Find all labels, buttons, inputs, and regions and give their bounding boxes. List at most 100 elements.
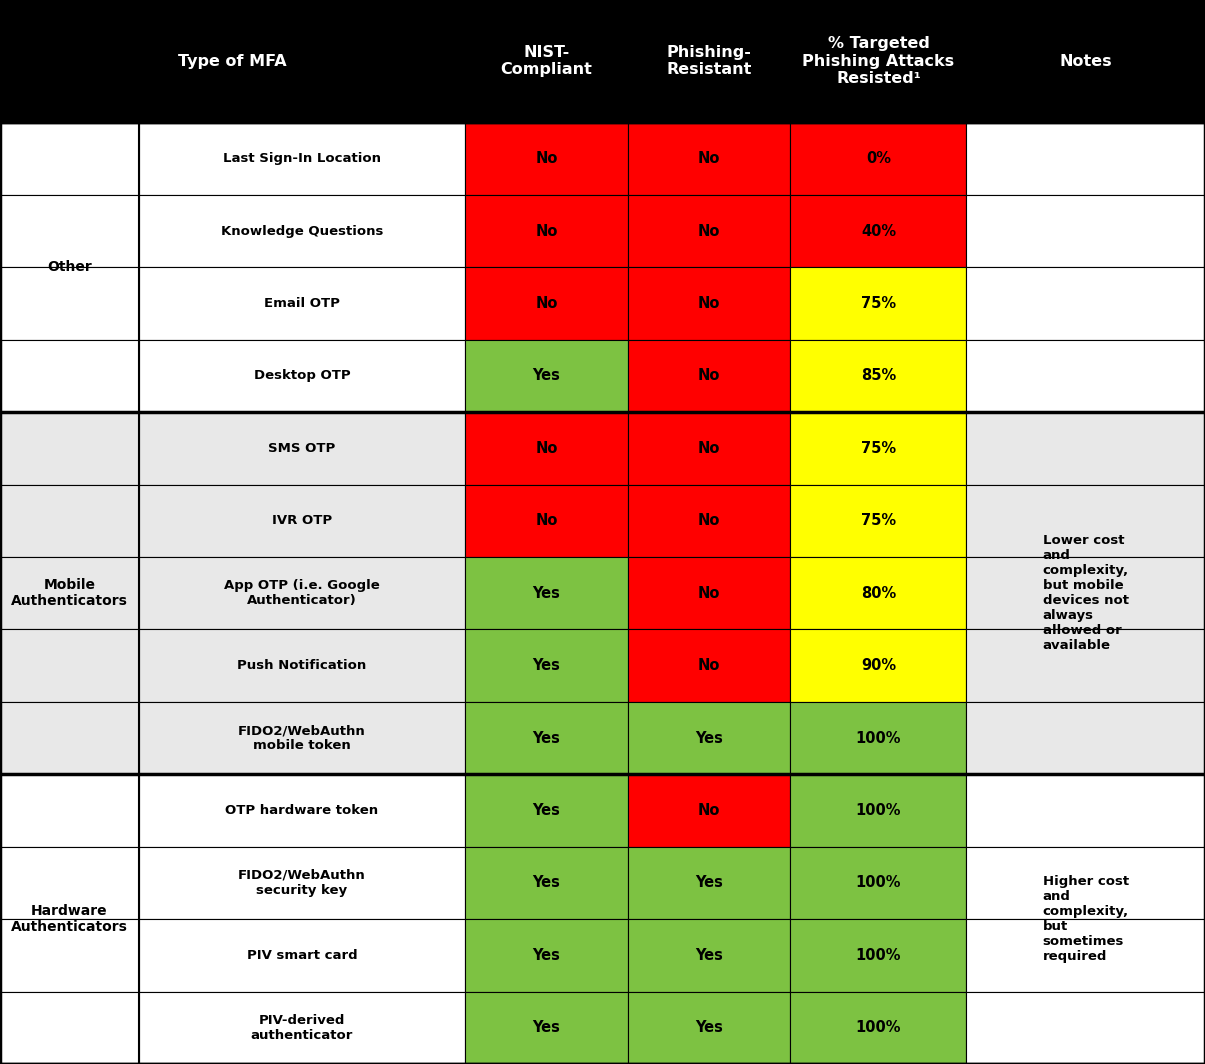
Text: Desktop OTP: Desktop OTP <box>253 369 351 382</box>
Bar <box>966 484 1205 556</box>
Text: No: No <box>698 368 721 383</box>
Text: PIV smart card: PIV smart card <box>247 949 357 962</box>
Bar <box>139 919 465 992</box>
Bar <box>966 630 1205 702</box>
Bar <box>465 630 628 702</box>
Bar <box>0 775 139 847</box>
Bar <box>790 484 966 556</box>
Text: 80%: 80% <box>860 585 897 601</box>
Text: Yes: Yes <box>533 876 560 891</box>
Bar <box>628 630 790 702</box>
Bar <box>139 412 465 484</box>
Bar <box>966 339 1205 412</box>
Bar <box>0 630 139 702</box>
Bar <box>966 556 1205 630</box>
Text: 75%: 75% <box>860 513 897 528</box>
Text: NIST-
Compliant: NIST- Compliant <box>500 45 593 78</box>
Text: SMS OTP: SMS OTP <box>269 442 335 454</box>
Bar <box>966 267 1205 339</box>
Bar <box>465 992 628 1064</box>
Text: 85%: 85% <box>860 368 897 383</box>
Bar <box>465 919 628 992</box>
Bar <box>966 775 1205 847</box>
Bar <box>465 484 628 556</box>
Bar <box>465 195 628 267</box>
Text: Yes: Yes <box>533 1020 560 1035</box>
Bar <box>0 556 139 630</box>
Bar <box>628 484 790 556</box>
Text: Yes: Yes <box>533 731 560 746</box>
Bar <box>966 992 1205 1064</box>
Text: Yes: Yes <box>533 585 560 601</box>
Bar <box>0 919 139 992</box>
Bar <box>628 122 790 195</box>
Text: 100%: 100% <box>856 731 901 746</box>
Text: FIDO2/WebAuthn
security key: FIDO2/WebAuthn security key <box>237 869 366 897</box>
Text: Type of MFA: Type of MFA <box>178 53 287 69</box>
Bar <box>628 919 790 992</box>
Bar <box>790 195 966 267</box>
Bar <box>139 556 465 630</box>
Bar <box>465 702 628 775</box>
Bar <box>966 122 1205 195</box>
Bar <box>628 556 790 630</box>
Bar <box>465 775 628 847</box>
Bar <box>465 847 628 919</box>
Bar <box>139 339 465 412</box>
Text: Yes: Yes <box>533 368 560 383</box>
Text: No: No <box>698 440 721 455</box>
Bar <box>465 339 628 412</box>
Bar <box>139 630 465 702</box>
Bar <box>628 412 790 484</box>
Bar <box>0 122 139 195</box>
Text: OTP hardware token: OTP hardware token <box>225 804 378 817</box>
Text: No: No <box>698 803 721 818</box>
Text: Yes: Yes <box>695 1020 723 1035</box>
Bar <box>966 919 1205 992</box>
Bar <box>465 122 628 195</box>
Text: 100%: 100% <box>856 876 901 891</box>
Text: 90%: 90% <box>860 659 897 674</box>
Bar <box>0 122 1205 412</box>
Bar <box>790 122 966 195</box>
Text: IVR OTP: IVR OTP <box>272 514 331 528</box>
Bar <box>0 702 139 775</box>
Bar <box>966 412 1205 484</box>
Text: No: No <box>698 151 721 166</box>
Text: No: No <box>698 513 721 528</box>
Text: No: No <box>535 223 558 238</box>
Text: FIDO2/WebAuthn
mobile token: FIDO2/WebAuthn mobile token <box>237 724 366 752</box>
Text: App OTP (i.e. Google
Authenticator): App OTP (i.e. Google Authenticator) <box>224 579 380 608</box>
Text: Yes: Yes <box>533 948 560 963</box>
Bar <box>790 339 966 412</box>
Bar <box>628 339 790 412</box>
Text: Yes: Yes <box>533 659 560 674</box>
Text: No: No <box>698 585 721 601</box>
Text: 75%: 75% <box>860 296 897 311</box>
Bar <box>0 412 139 484</box>
Text: 100%: 100% <box>856 948 901 963</box>
Bar <box>0 847 139 919</box>
Text: Phishing-
Resistant: Phishing- Resistant <box>666 45 752 78</box>
Text: No: No <box>535 440 558 455</box>
Bar <box>966 702 1205 775</box>
Bar <box>790 412 966 484</box>
Text: Email OTP: Email OTP <box>264 297 340 310</box>
Bar <box>790 702 966 775</box>
Text: Yes: Yes <box>695 731 723 746</box>
Text: No: No <box>698 223 721 238</box>
Bar <box>139 702 465 775</box>
Bar <box>790 992 966 1064</box>
Bar <box>790 556 966 630</box>
Text: Knowledge Questions: Knowledge Questions <box>221 225 383 237</box>
Text: Lower cost
and
complexity,
but mobile
devices not
always
allowed or
available: Lower cost and complexity, but mobile de… <box>1042 534 1129 652</box>
Text: Yes: Yes <box>533 803 560 818</box>
Bar <box>966 847 1205 919</box>
Text: No: No <box>535 296 558 311</box>
Bar <box>0 195 139 267</box>
Bar <box>0 775 1205 1064</box>
Bar <box>0 412 1205 775</box>
Bar <box>0 992 139 1064</box>
Text: No: No <box>535 513 558 528</box>
Bar <box>790 919 966 992</box>
